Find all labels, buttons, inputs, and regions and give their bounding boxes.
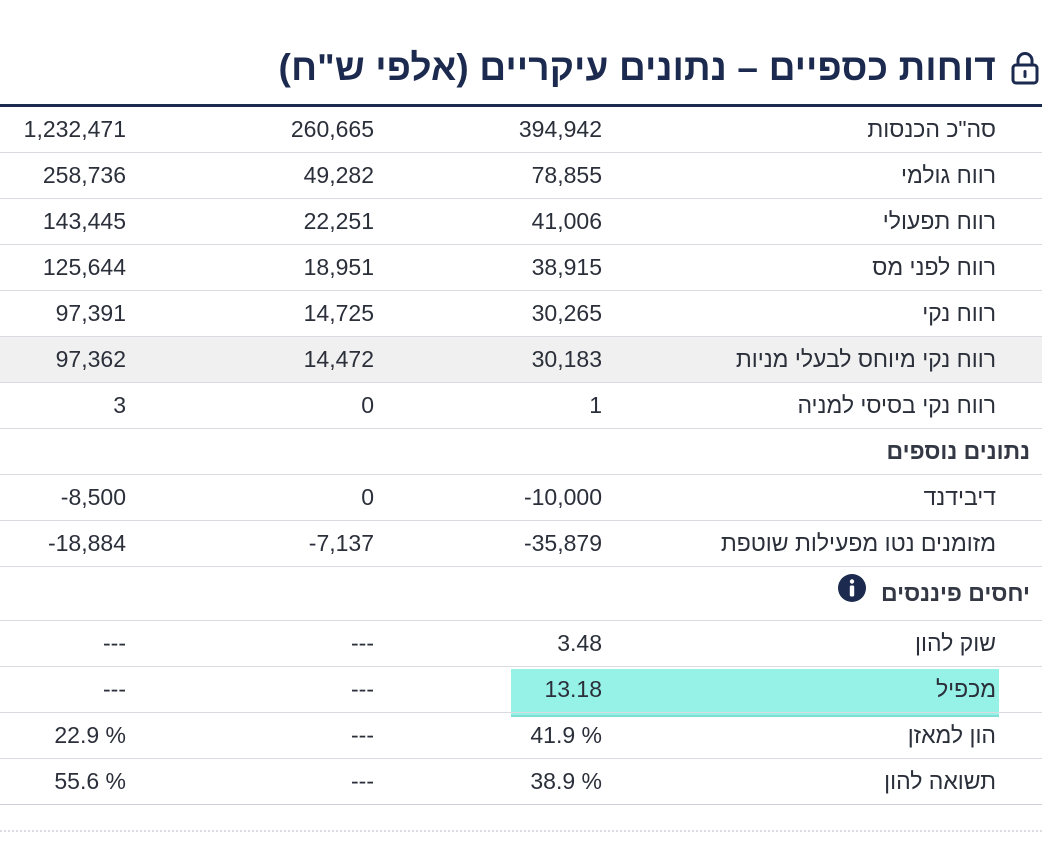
value-cell: -10,000 bbox=[523, 484, 602, 510]
value-cell: 260,665 bbox=[290, 116, 374, 142]
value-cell: 125,644 bbox=[42, 254, 126, 280]
value-cell: 1,232,471 bbox=[23, 116, 126, 142]
table-row: דיבידנד -10,000 0 -8,500 bbox=[0, 475, 1042, 521]
table-row: מזומנים נטו מפעילות שוטפת -35,879 -7,137… bbox=[0, 521, 1042, 567]
row-label: מזומנים נטו מפעילות שוטפת bbox=[720, 530, 996, 556]
row-label: תשואה להון bbox=[884, 768, 996, 794]
value-cell: 258,736 bbox=[42, 162, 126, 188]
row-label: שוק להון bbox=[915, 630, 996, 656]
value-cell: --- bbox=[351, 630, 374, 656]
table-row: הון למאזן 41.9 % --- 22.9 % bbox=[0, 713, 1042, 759]
value-cell: 18,951 bbox=[303, 254, 374, 280]
value-cell: 3 bbox=[113, 392, 126, 418]
value-cell: 0 bbox=[361, 484, 374, 510]
value-cell: 55.6 % bbox=[54, 768, 126, 794]
value-cell: 41,006 bbox=[531, 208, 602, 234]
value-cell: -18,884 bbox=[47, 530, 126, 556]
value-cell: 38.9 % bbox=[530, 768, 602, 794]
value-cell: --- bbox=[103, 630, 126, 656]
value-cell: 30,265 bbox=[531, 300, 602, 326]
section-header-ratios: יחסים פיננסים bbox=[0, 567, 1042, 621]
financial-table: סה"כ הכנסות 394,942 260,665 1,232,471 רו… bbox=[0, 107, 1042, 805]
table-row: רווח תפעולי 41,006 22,251 143,445 bbox=[0, 199, 1042, 245]
row-label: רווח נקי בסיסי למניה bbox=[797, 392, 996, 418]
table-row: רווח נקי 30,265 14,725 97,391 bbox=[0, 291, 1042, 337]
section-title: יחסים פיננסים bbox=[881, 580, 1030, 606]
row-label: רווח נקי מיוחס לבעלי מניות bbox=[735, 346, 996, 372]
value-cell: 22,251 bbox=[303, 208, 374, 234]
row-label: רווח נקי bbox=[922, 300, 996, 326]
section-header-additional: נתונים נוספים bbox=[0, 429, 1042, 475]
value-cell: --- bbox=[103, 676, 126, 702]
title-divider bbox=[0, 104, 1042, 107]
value-cell: 97,362 bbox=[55, 346, 126, 372]
row-label: הון למאזן bbox=[907, 722, 996, 748]
value-cell: 1 bbox=[589, 392, 602, 418]
table-row: סה"כ הכנסות 394,942 260,665 1,232,471 bbox=[0, 107, 1042, 153]
page-title: דוחות כספיים – נתונים עיקריים (אלפי ש"ח) bbox=[278, 47, 996, 88]
value-cell: --- bbox=[351, 768, 374, 794]
info-icon[interactable] bbox=[837, 573, 867, 603]
lock-icon bbox=[1010, 51, 1040, 85]
value-cell: 41.9 % bbox=[530, 722, 602, 748]
value-cell: -8,500 bbox=[60, 484, 126, 510]
row-label: סה"כ הכנסות bbox=[867, 116, 996, 142]
value-cell: --- bbox=[351, 722, 374, 748]
value-cell: -7,137 bbox=[308, 530, 374, 556]
value-cell: --- bbox=[351, 676, 374, 702]
value-cell: 394,942 bbox=[518, 116, 602, 142]
value-cell: 38,915 bbox=[531, 254, 602, 280]
section-title: נתונים נוספים bbox=[886, 438, 1030, 464]
row-label: רווח לפני מס bbox=[872, 254, 996, 280]
table-row: רווח גולמי 78,855 49,282 258,736 bbox=[0, 153, 1042, 199]
section-title-wrap: יחסים פיננסים bbox=[837, 567, 1030, 620]
bottom-divider bbox=[0, 830, 1042, 832]
table-row: רווח לפני מס 38,915 18,951 125,644 bbox=[0, 245, 1042, 291]
value-cell: 143,445 bbox=[42, 208, 126, 234]
value-cell: 49,282 bbox=[303, 162, 374, 188]
table-row: רווח נקי מיוחס לבעלי מניות 30,183 14,472… bbox=[0, 337, 1042, 383]
table-row: שוק להון 3.48 --- --- bbox=[0, 621, 1042, 667]
page-header: דוחות כספיים – נתונים עיקריים (אלפי ש"ח) bbox=[0, 40, 1040, 96]
row-label: דיבידנד bbox=[923, 484, 996, 510]
value-cell: 30,183 bbox=[531, 346, 602, 372]
row-label: מכפיל bbox=[935, 676, 996, 702]
row-label: רווח גולמי bbox=[901, 162, 996, 188]
value-cell: 13.18 bbox=[544, 676, 602, 702]
row-highlight bbox=[511, 669, 999, 717]
table-row-highlighted: מכפיל 13.18 --- --- bbox=[0, 667, 1042, 713]
row-label: רווח תפעולי bbox=[882, 208, 996, 234]
value-cell: -35,879 bbox=[523, 530, 602, 556]
value-cell: 0 bbox=[361, 392, 374, 418]
value-cell: 14,472 bbox=[303, 346, 374, 372]
value-cell: 78,855 bbox=[531, 162, 602, 188]
value-cell: 14,725 bbox=[303, 300, 374, 326]
value-cell: 97,391 bbox=[55, 300, 126, 326]
value-cell: 3.48 bbox=[557, 630, 602, 656]
table-row: תשואה להון 38.9 % --- 55.6 % bbox=[0, 759, 1042, 805]
value-cell: 22.9 % bbox=[54, 722, 126, 748]
table-row: רווח נקי בסיסי למניה 1 0 3 bbox=[0, 383, 1042, 429]
